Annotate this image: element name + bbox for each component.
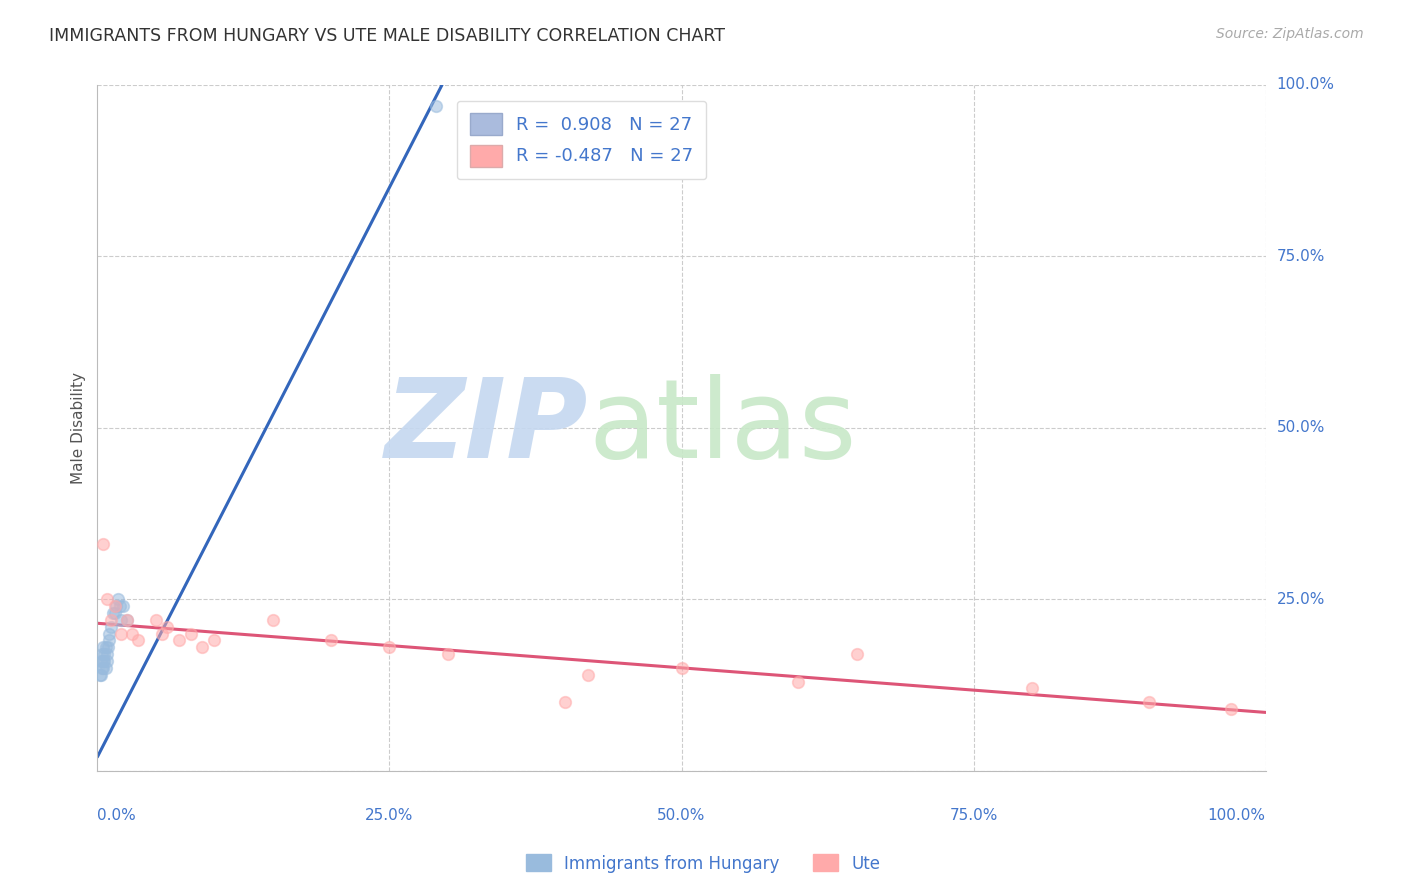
Text: 50.0%: 50.0% <box>658 808 706 823</box>
Point <box>167 633 190 648</box>
Text: 25.0%: 25.0% <box>366 808 413 823</box>
Point <box>91 537 114 551</box>
Point <box>94 640 117 655</box>
Legend: Immigrants from Hungary, Ute: Immigrants from Hungary, Ute <box>519 847 887 880</box>
Point <box>94 661 117 675</box>
Point <box>191 640 214 655</box>
Point <box>100 620 122 634</box>
Text: ZIP: ZIP <box>384 375 588 482</box>
Point <box>262 613 284 627</box>
Point <box>145 613 167 627</box>
Point <box>378 640 401 655</box>
Point <box>100 613 122 627</box>
Point <box>110 613 132 627</box>
Point <box>576 667 599 681</box>
Point <box>93 654 115 668</box>
Point <box>91 661 114 675</box>
Point <box>115 613 138 627</box>
Point <box>110 626 132 640</box>
Point <box>91 647 114 661</box>
Text: 50.0%: 50.0% <box>1277 420 1324 435</box>
Text: 25.0%: 25.0% <box>1277 591 1324 607</box>
Text: 75.0%: 75.0% <box>949 808 998 823</box>
Point <box>93 647 115 661</box>
Text: IMMIGRANTS FROM HUNGARY VS UTE MALE DISABILITY CORRELATION CHART: IMMIGRANTS FROM HUNGARY VS UTE MALE DISA… <box>49 27 725 45</box>
Point <box>112 599 135 614</box>
Point <box>97 640 120 655</box>
Point <box>90 654 112 668</box>
Text: 75.0%: 75.0% <box>1277 249 1324 264</box>
Point <box>1219 702 1241 716</box>
Point <box>90 667 112 681</box>
Point <box>115 613 138 627</box>
Point <box>98 633 121 648</box>
Legend: R =  0.908   N = 27, R = -0.487   N = 27: R = 0.908 N = 27, R = -0.487 N = 27 <box>457 101 706 179</box>
Point <box>1021 681 1043 696</box>
Text: 100.0%: 100.0% <box>1208 808 1265 823</box>
Point <box>437 647 460 661</box>
Point <box>96 647 118 661</box>
Point <box>425 98 447 112</box>
Point <box>91 661 114 675</box>
Text: Source: ZipAtlas.com: Source: ZipAtlas.com <box>1216 27 1364 41</box>
Point <box>107 592 129 607</box>
Point <box>554 695 576 709</box>
Point <box>89 667 111 681</box>
Y-axis label: Male Disability: Male Disability <box>72 372 86 483</box>
Point <box>104 606 127 620</box>
Point <box>150 626 173 640</box>
Point <box>127 633 149 648</box>
Point <box>845 647 868 661</box>
Point <box>671 661 693 675</box>
Point <box>1137 695 1160 709</box>
Text: atlas: atlas <box>588 375 856 482</box>
Point <box>105 599 128 614</box>
Point <box>180 626 202 640</box>
Point <box>96 592 118 607</box>
Point <box>104 599 127 614</box>
Point <box>787 674 810 689</box>
Point <box>101 606 124 620</box>
Text: 0.0%: 0.0% <box>97 808 136 823</box>
Point <box>121 626 143 640</box>
Point <box>98 626 121 640</box>
Point <box>91 640 114 655</box>
Point <box>108 599 131 614</box>
Text: 100.0%: 100.0% <box>1277 78 1334 93</box>
Point <box>319 633 342 648</box>
Point <box>96 654 118 668</box>
Point <box>91 654 114 668</box>
Point <box>156 620 179 634</box>
Point <box>202 633 225 648</box>
